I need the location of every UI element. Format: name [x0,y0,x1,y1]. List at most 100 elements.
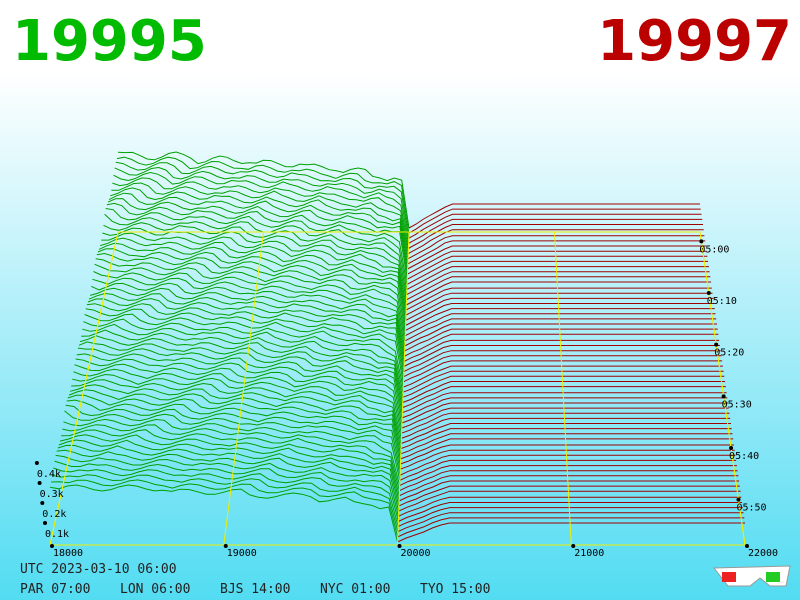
ask-curve [405,292,713,316]
bid-curve [75,358,403,424]
ask-curve [408,208,701,234]
depth-tick [37,481,42,485]
ask-curve [401,417,731,439]
ask-curve [405,297,714,321]
ask-curve [398,480,740,502]
bid-curve [68,389,402,455]
depth-label: 0.2k [42,509,66,520]
bid-curve [49,484,398,543]
bid-curve [104,213,408,290]
bid-curve [101,232,407,306]
ask-curve [399,470,738,492]
bid-curve [83,318,404,388]
ask-curve [399,465,737,487]
bid-curve [77,347,403,414]
ask-price: 19997 [597,9,792,74]
bid-curve [84,313,404,383]
ask-curve [404,313,716,337]
bid-curve [113,171,409,249]
bid-curve [107,198,408,275]
ask-curve [404,328,718,352]
time-label: 05:40 [729,451,759,462]
bid-curve [103,222,407,295]
ask-curve [398,490,741,512]
bid-curve [55,454,399,517]
bid-curve [73,368,402,434]
ask-curve [400,423,731,444]
ask-curve [407,245,706,270]
time-tick [729,445,734,450]
ask-curve [408,213,702,239]
depth-tick [43,521,47,525]
depth-label: 0.4k [37,469,61,480]
depth-tick [40,501,45,505]
bid-curve [57,444,400,507]
city-time: NYC 01:00 [320,582,390,597]
bid-curve [53,467,399,527]
bid-curve [96,252,406,326]
bid-curve [51,479,399,537]
ask-curve [398,475,739,497]
bid-curve [114,166,409,244]
bid-curve [112,177,409,254]
time-label: 05:10 [707,296,737,307]
price-tick [397,544,402,548]
ask-curve [404,318,717,342]
bid-curve [87,298,405,367]
bid-curve [100,237,407,311]
time-label: 05:50 [736,503,766,514]
bid-curve [79,335,404,404]
price-grid-line [49,231,119,546]
ask-curve [407,240,706,265]
time-tick [699,239,704,244]
bid-curve [52,474,399,532]
ask-curve [403,355,722,378]
city-time: BJS 14:00 [220,582,290,597]
ask-curve [406,271,710,296]
bid-curve [86,303,405,373]
ask-curve [407,250,707,275]
bid-curve [74,363,403,429]
ask-curve [403,339,720,362]
ask-curve [406,255,708,280]
bid-curve [88,292,405,362]
bid-curve [90,282,405,352]
bid-curve [58,439,400,501]
bid-curve [94,263,406,337]
bid-curve [69,384,402,450]
bid-curve [62,424,401,486]
ask-curve [402,370,724,393]
ask-curve [397,522,745,543]
ask-curve [400,433,733,455]
ask-curve [404,308,715,332]
bid-curve [85,308,404,378]
ask-curve [400,438,734,460]
time-label: 05:30 [722,399,752,410]
ask-curve [402,381,726,403]
ask-curve [404,333,719,357]
ask-curve [406,260,709,285]
ask-curve [399,459,737,481]
ask-curve [403,345,720,367]
ask-curve [401,402,728,424]
bid-curve [97,248,407,321]
ask-curve [407,235,705,260]
price-label: 20000 [400,548,430,559]
bid-curve [82,323,404,393]
ask-curve [403,360,723,383]
bid-curve [67,394,401,460]
bid-curve [111,182,409,259]
bid-price: 19995 [12,9,207,74]
bid-curve [117,151,410,228]
bid-curve [66,399,401,465]
bid-curve [78,341,403,409]
price-label: 19000 [227,548,257,559]
ask-curve [403,350,721,373]
time-tick [736,497,741,502]
price-grid-line [397,231,410,546]
bid-curve [65,404,401,470]
time-tick [706,291,711,296]
ask-curve [398,502,742,522]
ask-curve [399,449,735,470]
